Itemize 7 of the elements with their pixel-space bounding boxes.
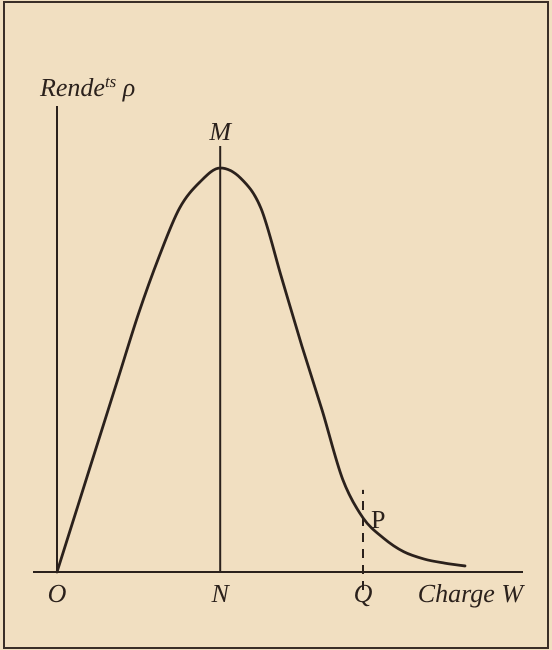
x-axis-title: Charge W — [418, 579, 526, 608]
annotation: P — [371, 504, 386, 534]
x-tick-label: Q — [354, 579, 373, 608]
x-tick-label: O — [48, 579, 67, 608]
y-axis-title: Rende$^{ts}$ ρ — [39, 72, 136, 102]
ref-line-label: M — [208, 117, 232, 146]
x-tick-label: N — [210, 579, 231, 608]
